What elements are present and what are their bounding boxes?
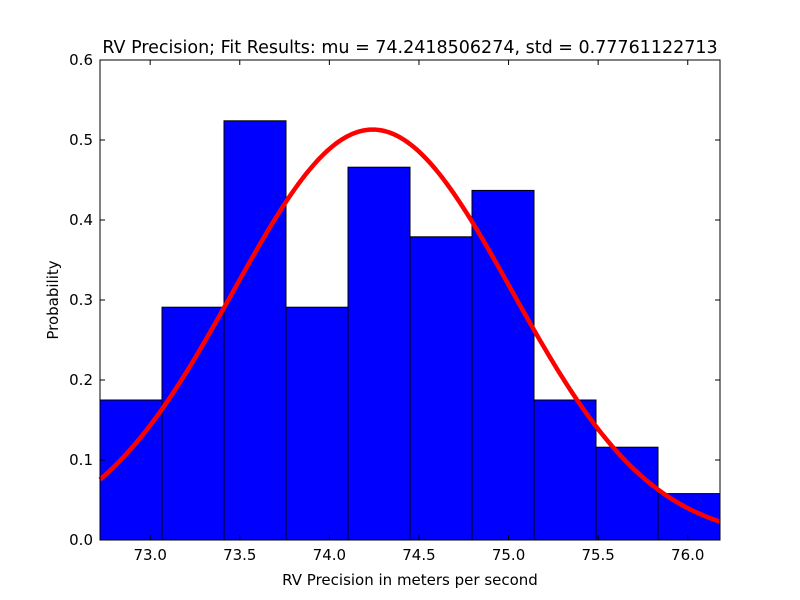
y-tick-label: 0.5	[69, 131, 93, 149]
histogram-bar	[347, 166, 411, 541]
x-tick-label: 76.0	[671, 546, 704, 564]
x-tick-label: 74.5	[402, 546, 435, 564]
x-axis-ticks: 73.0 73.5 74.0 74.5 75.0 75.5 76.0	[133, 60, 704, 564]
y-tick-label: 0.2	[69, 371, 93, 389]
x-tick-label: 73.5	[223, 546, 256, 564]
y-tick-label: 0.6	[69, 51, 93, 69]
histogram-bar	[471, 189, 535, 541]
histogram-bar	[161, 306, 225, 541]
normal-fit-curve	[98, 127, 721, 524]
x-tick-label: 75.5	[581, 546, 614, 564]
y-tick-label: 0.0	[69, 531, 93, 549]
histogram-bar	[223, 120, 287, 541]
chart-title: RV Precision; Fit Results: mu = 74.24185…	[102, 38, 717, 58]
y-tick-label: 0.3	[69, 291, 93, 309]
histogram-bar	[285, 306, 349, 541]
x-tick-label: 73.0	[133, 546, 166, 564]
y-tick-label: 0.4	[69, 211, 93, 229]
histogram-bars	[99, 120, 721, 541]
histogram-bar	[533, 399, 597, 541]
y-axis-label: Probability	[44, 260, 62, 339]
y-tick-label: 0.1	[69, 451, 93, 469]
x-tick-label: 75.0	[492, 546, 525, 564]
x-tick-label: 74.0	[313, 546, 346, 564]
histogram-bar	[409, 236, 473, 541]
y-axis-ticks: 0.0 0.1 0.2 0.3 0.4 0.5 0.6	[69, 51, 720, 549]
x-axis-label: RV Precision in meters per second	[282, 571, 538, 589]
